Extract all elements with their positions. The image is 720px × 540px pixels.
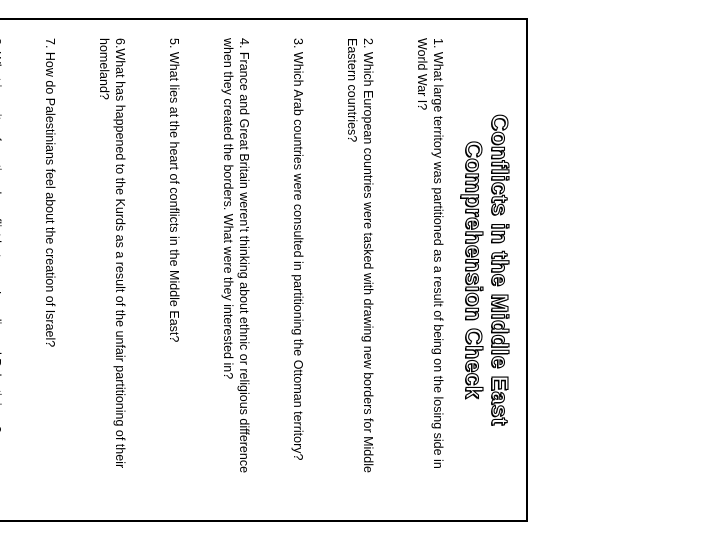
question-2: 2. Which European countries were tasked … bbox=[345, 38, 377, 502]
question-3: 3. Which Arab countries were consulted i… bbox=[291, 38, 307, 502]
question-8: 8. What is a site of continual conflict … bbox=[0, 38, 5, 502]
question-6: 6.What has happened to the Kurds as a re… bbox=[97, 38, 129, 502]
question-1: 1. What large territory was partitioned … bbox=[415, 38, 447, 502]
worksheet-page: Conflicts in the Middle East Comprehensi… bbox=[0, 0, 540, 540]
content-frame: Conflicts in the Middle East Comprehensi… bbox=[0, 18, 528, 522]
question-4: 4. France and Great Britain weren't thin… bbox=[221, 38, 253, 502]
title-line-1: Conflicts in the Middle East bbox=[486, 38, 512, 502]
title-block: Conflicts in the Middle East Comprehensi… bbox=[461, 38, 513, 502]
question-5: 5. What lies at the heart of conflicts i… bbox=[167, 38, 183, 502]
title-line-2: Comprehension Check bbox=[461, 38, 487, 502]
question-7: 7. How do Palestinians feel about the cr… bbox=[43, 38, 59, 502]
